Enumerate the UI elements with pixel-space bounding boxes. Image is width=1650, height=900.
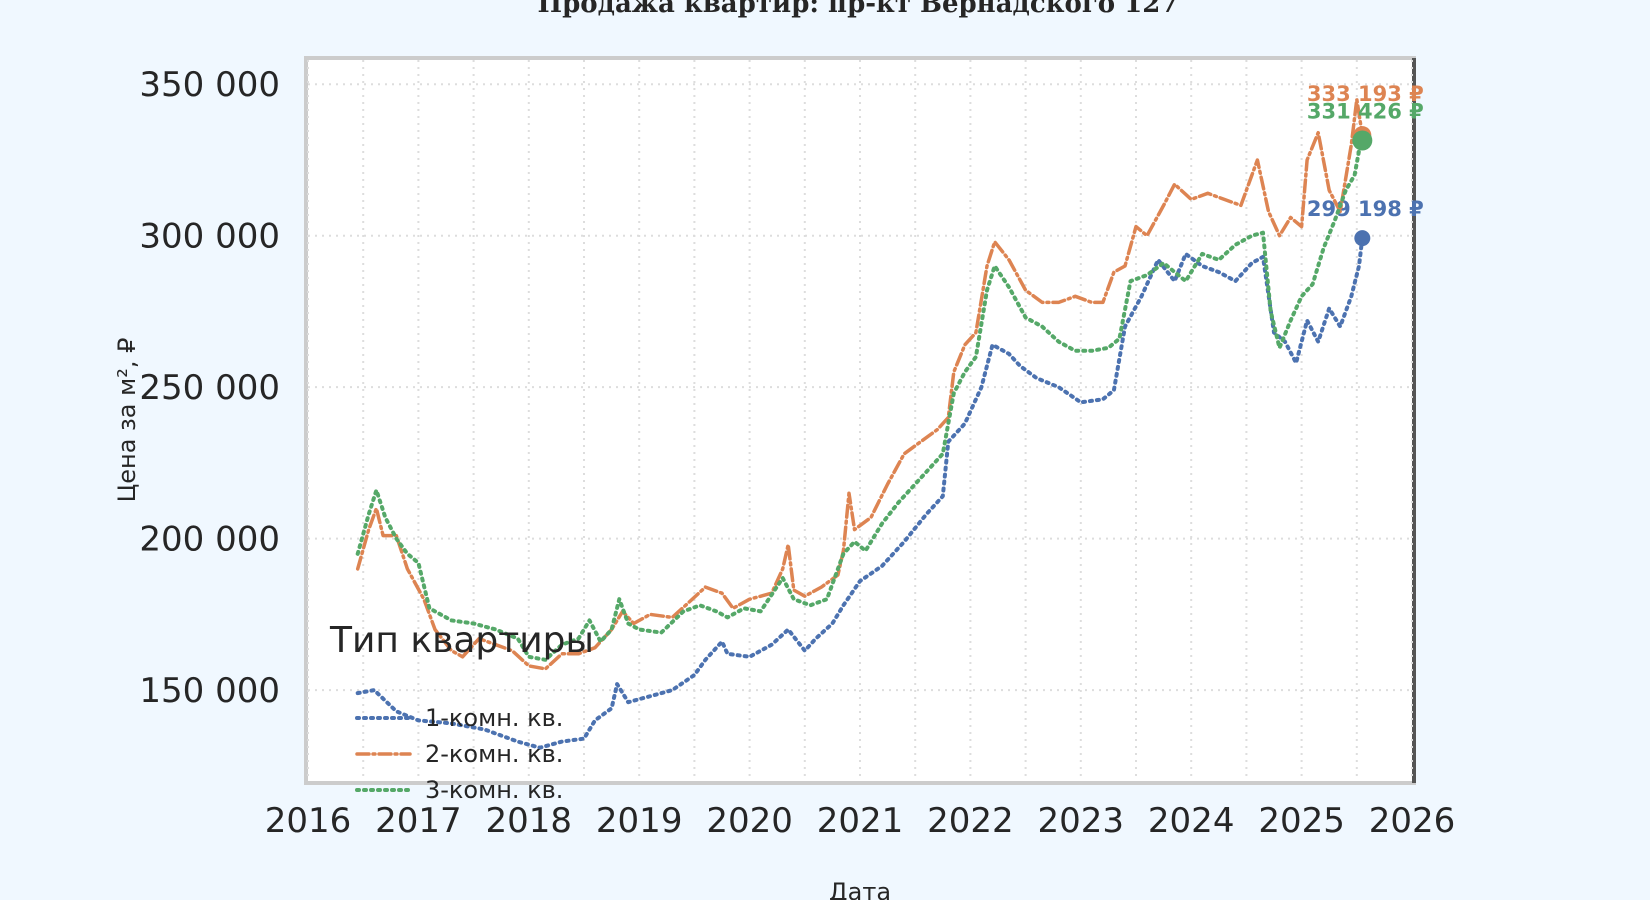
x-tick-label: 2020	[706, 801, 793, 841]
series-end-label: 331 426 ₽	[1307, 100, 1424, 124]
legend: Тип квартиры 1-комн. кв. 2-комн. кв. 3-ком…	[329, 620, 594, 804]
legend-title: Тип квартиры	[329, 620, 594, 661]
x-tick-label: 2018	[486, 801, 573, 841]
y-tick-label: 250 000	[139, 368, 280, 408]
series-end-label: 333 193 ₽	[1307, 82, 1424, 106]
grid	[307, 60, 1413, 781]
series-line	[355, 138, 1365, 662]
legend-item: 1-комн. кв.	[355, 704, 563, 732]
series-layer: 299 198 ₽ 333 193 ₽331 426 ₽	[355, 82, 1424, 750]
y-tick-label: 200 000	[139, 520, 280, 560]
x-tick-label: 2026	[1369, 801, 1456, 841]
legend-item: 2-комн. кв.	[355, 740, 563, 768]
legend-label: 1-комн. кв.	[425, 704, 563, 732]
y-tick-label: 150 000	[139, 671, 280, 711]
x-tick-label: 2024	[1148, 801, 1235, 841]
series-end-point	[1354, 230, 1371, 247]
series-end-label: 299 198 ₽	[1307, 197, 1424, 221]
legend-label: 2-комн. кв.	[425, 740, 563, 768]
series-line	[355, 97, 1365, 671]
series-3: 331 426 ₽	[355, 100, 1424, 662]
series-2: 333 193 ₽	[355, 82, 1424, 671]
x-tick-label: 2025	[1258, 801, 1345, 841]
tick-labels: 2016 2017 2018 2019 2020 2021 2022 2023 2024 2025…	[139, 65, 1455, 841]
x-axis-label: Дата	[829, 878, 891, 900]
legend-label: 3-комн. кв.	[425, 776, 563, 804]
series-end-point	[1352, 130, 1373, 151]
y-tick-label: 350 000	[139, 65, 280, 105]
x-tick-label: 2023	[1038, 801, 1125, 841]
series-1: 299 198 ₽	[355, 197, 1424, 750]
chart-title: Продажа квартир: пр-кт Вернадского 127	[538, 0, 1179, 19]
x-tick-label: 2019	[596, 801, 683, 841]
y-axis-label: Цена за м², ₽	[113, 338, 141, 503]
x-tick-label: 2017	[375, 801, 462, 841]
x-tick-label: 2022	[927, 801, 1014, 841]
x-tick-label: 2016	[265, 801, 352, 841]
series-line	[355, 236, 1365, 750]
legend-item: 3-комн. кв.	[355, 776, 563, 804]
x-tick-label: 2021	[817, 801, 904, 841]
y-tick-label: 300 000	[139, 217, 280, 257]
